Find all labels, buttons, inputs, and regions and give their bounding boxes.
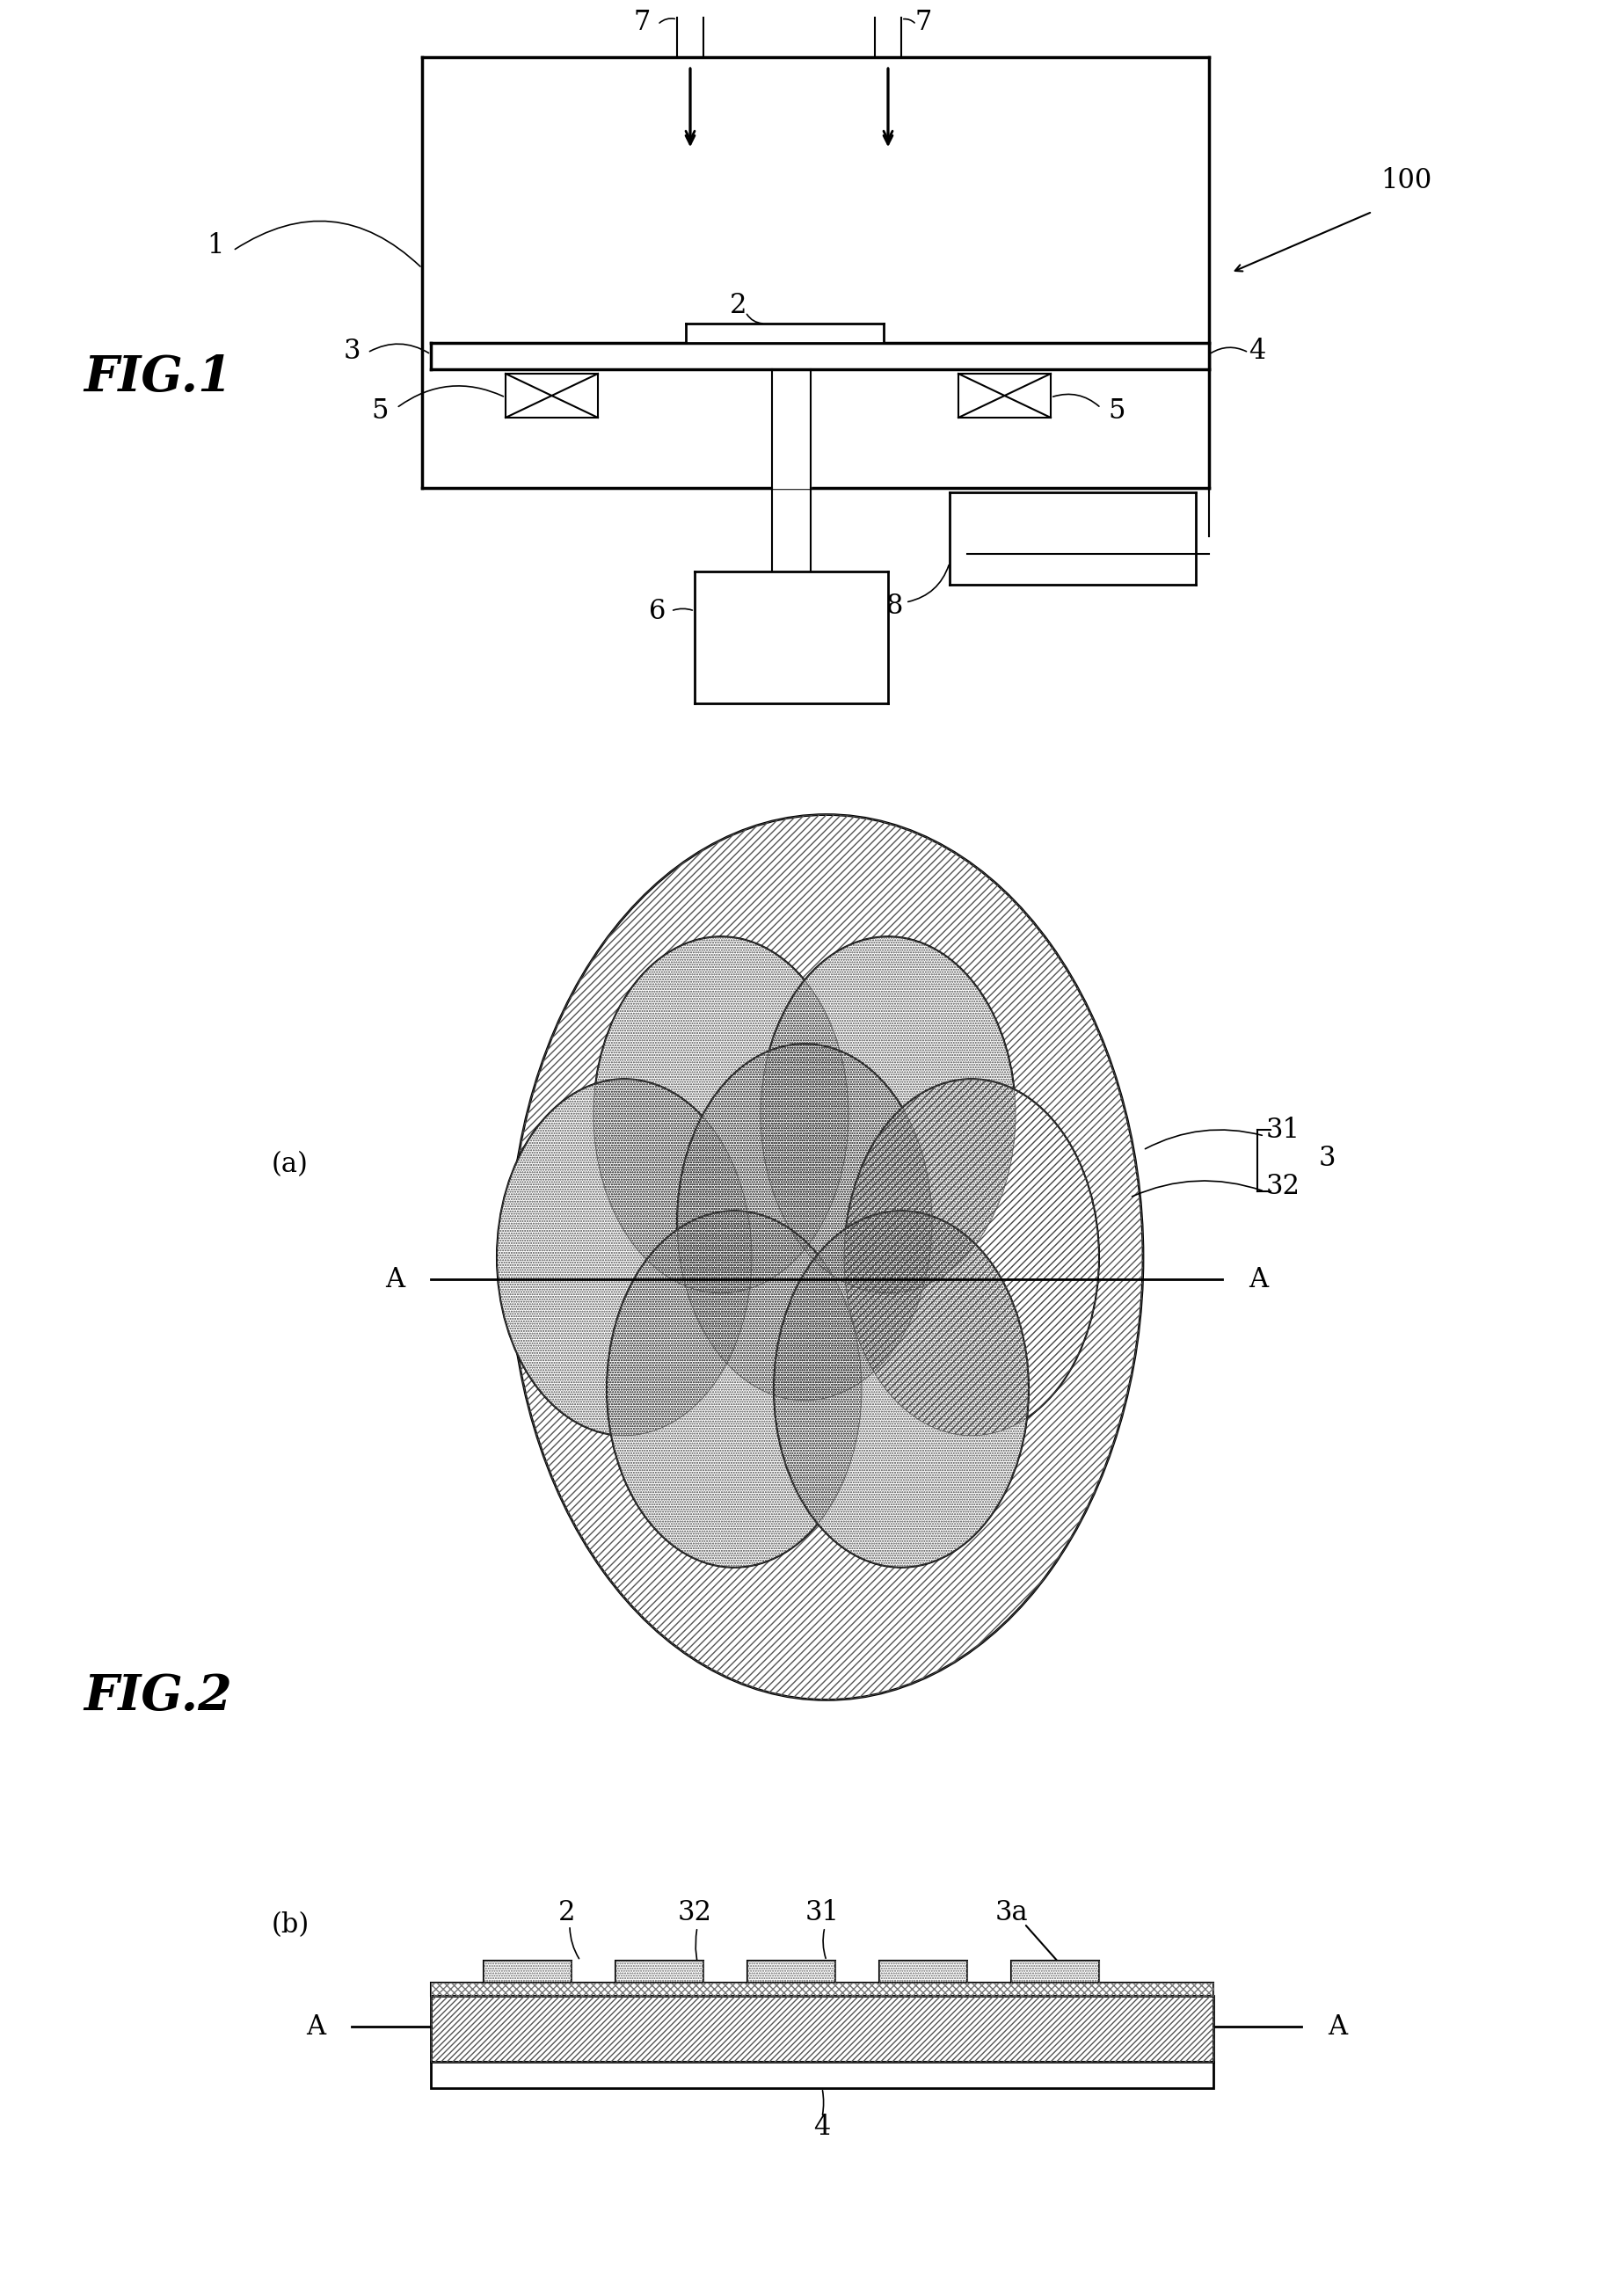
Text: 31: 31 [806,1899,840,1926]
Bar [747,1960,835,1983]
Bar [958,375,1051,418]
Bar [484,1960,572,1983]
Text: (a): (a) [271,1151,309,1179]
Bar [879,1960,968,1983]
Bar [879,1960,968,1983]
Text: 3a: 3a [994,1899,1028,1926]
Circle shape [607,1210,862,1567]
Text: 2: 2 [945,1040,963,1067]
Text: 32: 32 [1267,1174,1301,1201]
Bar [505,375,598,418]
Text: 31: 31 [1267,1115,1301,1142]
Bar [430,2062,1213,2087]
Text: (b): (b) [271,1912,309,1939]
Text: 2: 2 [559,1899,575,1926]
Bar [430,1996,1213,2062]
Circle shape [593,936,848,1292]
Bar [747,1960,835,1983]
Bar [484,1960,572,1983]
Circle shape [510,815,1143,1701]
Text: 5: 5 [1108,397,1125,425]
Text: 1: 1 [206,232,224,259]
Circle shape [773,1210,1028,1567]
Bar [615,1960,703,1983]
Text: FIG.1: FIG.1 [83,354,232,402]
Text: 5: 5 [372,397,388,425]
Text: 3: 3 [1319,1145,1337,1172]
Text: 3: 3 [343,338,361,366]
Text: 2: 2 [731,293,747,320]
Text: A: A [1328,2012,1348,2039]
Bar [1012,1960,1099,1983]
Circle shape [844,1079,1099,1435]
Text: A: A [1249,1265,1268,1292]
Circle shape [677,1045,932,1401]
Text: 6: 6 [650,597,666,625]
Text: 4: 4 [814,2114,830,2142]
Circle shape [760,936,1015,1292]
Bar [430,1983,1213,1996]
Bar [615,1960,703,1983]
Text: 8: 8 [887,593,903,620]
Bar [1012,1960,1099,1983]
Text: FIG.2: FIG.2 [83,1674,232,1721]
Text: 32: 32 [677,1899,711,1926]
Bar [430,1996,1213,2062]
Text: 4: 4 [1249,338,1265,366]
Text: 7: 7 [914,9,932,36]
Text: 100: 100 [1380,166,1432,193]
Circle shape [497,1079,752,1435]
Text: A: A [385,1265,404,1292]
Text: 7: 7 [633,9,650,36]
Text: A: A [305,2012,325,2039]
Bar [430,1983,1213,1996]
